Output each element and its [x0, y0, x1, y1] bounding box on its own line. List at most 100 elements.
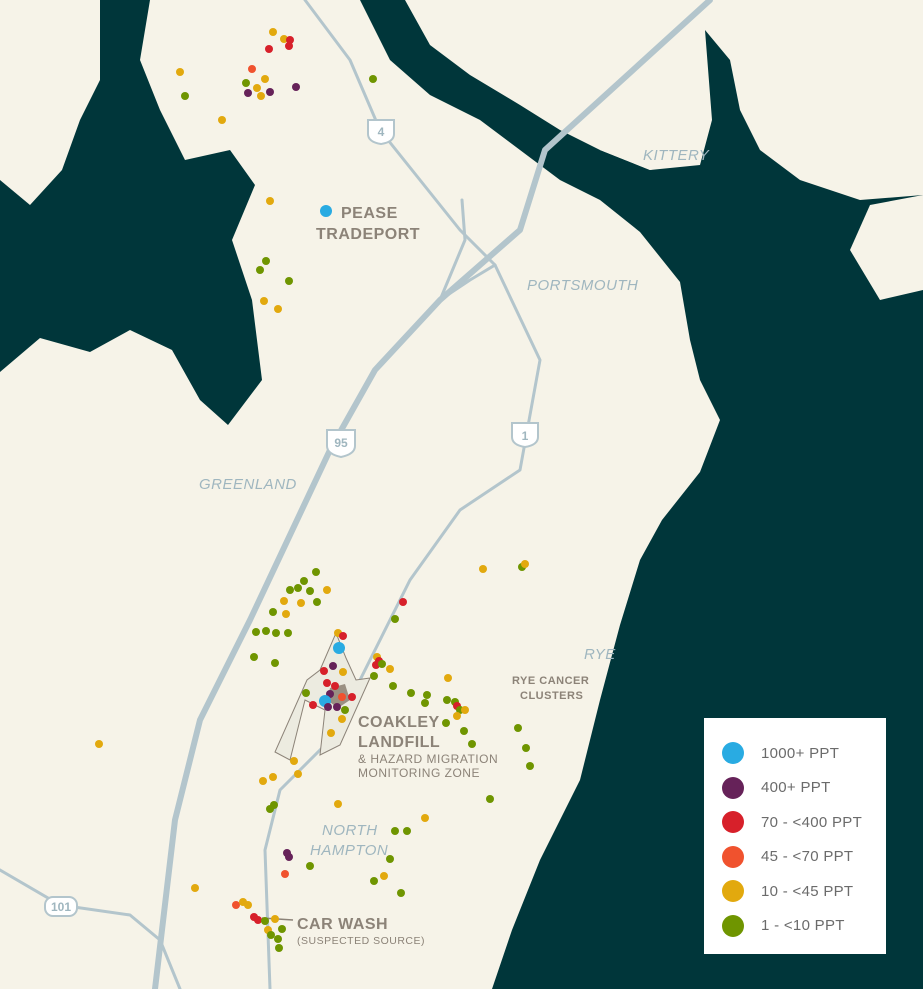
shield-us1: 1: [511, 422, 539, 449]
sample-point: [267, 931, 275, 939]
sample-point: [285, 42, 293, 50]
label-car-wash-sub: (SUSPECTED SOURCE): [297, 935, 425, 947]
svg-text:4: 4: [378, 125, 385, 139]
sample-point: [294, 584, 302, 592]
sample-point: [320, 205, 332, 217]
sample-point: [323, 586, 331, 594]
legend-label: 400+ PPT: [761, 779, 831, 797]
sample-point: [280, 35, 288, 43]
legend-label: 70 - <400 PPT: [761, 813, 863, 831]
sample-point: [244, 901, 252, 909]
sample-point: [327, 729, 335, 737]
legend-swatch: [722, 914, 744, 937]
sample-point: [324, 703, 332, 711]
legend-swatch: [722, 742, 744, 765]
sample-points: [95, 28, 534, 952]
sample-point: [271, 915, 279, 923]
sample-point: [399, 598, 407, 606]
label-coakley-sub-2: MONITORING ZONE: [358, 766, 480, 780]
sample-point: [266, 197, 274, 205]
sample-point: [275, 944, 283, 952]
sample-point: [460, 727, 468, 735]
sample-point: [285, 853, 293, 861]
legend-swatch: [722, 811, 744, 834]
sample-point: [444, 674, 452, 682]
legend-label: 45 - <70 PPT: [761, 848, 854, 866]
sample-point: [242, 79, 250, 87]
sample-point: [252, 628, 260, 636]
sample-point: [292, 83, 300, 91]
sample-point: [285, 277, 293, 285]
sample-point: [334, 800, 342, 808]
sample-point: [333, 642, 345, 654]
sample-point: [369, 75, 377, 83]
shield-rt101: 101: [44, 896, 78, 917]
legend-label: 1000+ PPT: [761, 744, 840, 762]
sample-point: [261, 75, 269, 83]
sample-point: [333, 703, 341, 711]
sample-point: [421, 699, 429, 707]
label-rye-cancer-1: RYE CANCER: [512, 675, 589, 687]
sample-point: [269, 773, 277, 781]
sample-point: [297, 599, 305, 607]
sample-point: [260, 297, 268, 305]
sample-point: [290, 757, 298, 765]
sample-point: [309, 701, 317, 709]
legend-item: 45 - <70 PPT: [722, 840, 886, 875]
sample-point: [391, 827, 399, 835]
sample-point: [262, 627, 270, 635]
legend-swatch: [722, 880, 744, 903]
sample-point: [486, 795, 494, 803]
sample-point: [248, 65, 256, 73]
sample-point: [443, 696, 451, 704]
route-101: [0, 868, 182, 989]
sample-point: [259, 777, 267, 785]
shield-route-4: 4: [367, 119, 395, 146]
sample-point: [372, 661, 380, 669]
svg-text:1: 1: [522, 429, 529, 443]
label-coakley-sub-1: & HAZARD MIGRATION: [358, 752, 498, 766]
sample-point: [423, 691, 431, 699]
label-north-hampton-2: HAMPTON: [310, 842, 388, 859]
sample-point: [370, 672, 378, 680]
sample-point: [442, 719, 450, 727]
sample-point: [257, 92, 265, 100]
sample-point: [250, 653, 258, 661]
sample-point: [313, 598, 321, 606]
svg-text:101: 101: [51, 900, 71, 914]
sample-point: [281, 870, 289, 878]
sample-point: [339, 632, 347, 640]
label-pease-1: PEASE: [341, 205, 398, 222]
coastal-land-ne: [850, 195, 923, 300]
sample-point: [282, 610, 290, 618]
sample-point: [232, 901, 240, 909]
sample-point: [389, 682, 397, 690]
sample-point: [253, 84, 261, 92]
sample-point: [421, 814, 429, 822]
sample-point: [272, 629, 280, 637]
sample-point: [266, 805, 274, 813]
sample-point: [95, 740, 103, 748]
sample-point: [271, 659, 279, 667]
sample-point: [294, 770, 302, 778]
sample-point: [191, 884, 199, 892]
sample-point: [331, 682, 339, 690]
sample-point: [391, 615, 399, 623]
sample-point: [181, 92, 189, 100]
legend-item: 400+ PPT: [722, 771, 886, 806]
sample-point: [338, 715, 346, 723]
great-bay-water: [0, 0, 262, 425]
sample-point: [370, 877, 378, 885]
sample-point: [320, 667, 328, 675]
label-north-hampton-1: NORTH: [322, 822, 378, 839]
label-rye-cancer-2: CLUSTERS: [520, 690, 583, 702]
legend-item: 1 - <10 PPT: [722, 909, 886, 944]
legend-label: 1 - <10 PPT: [761, 917, 845, 935]
sample-point: [526, 762, 534, 770]
sample-point: [306, 862, 314, 870]
label-car-wash: CAR WASH: [297, 916, 388, 933]
legend-item: 70 - <400 PPT: [722, 805, 886, 840]
sample-point: [338, 693, 346, 701]
sample-point: [278, 925, 286, 933]
